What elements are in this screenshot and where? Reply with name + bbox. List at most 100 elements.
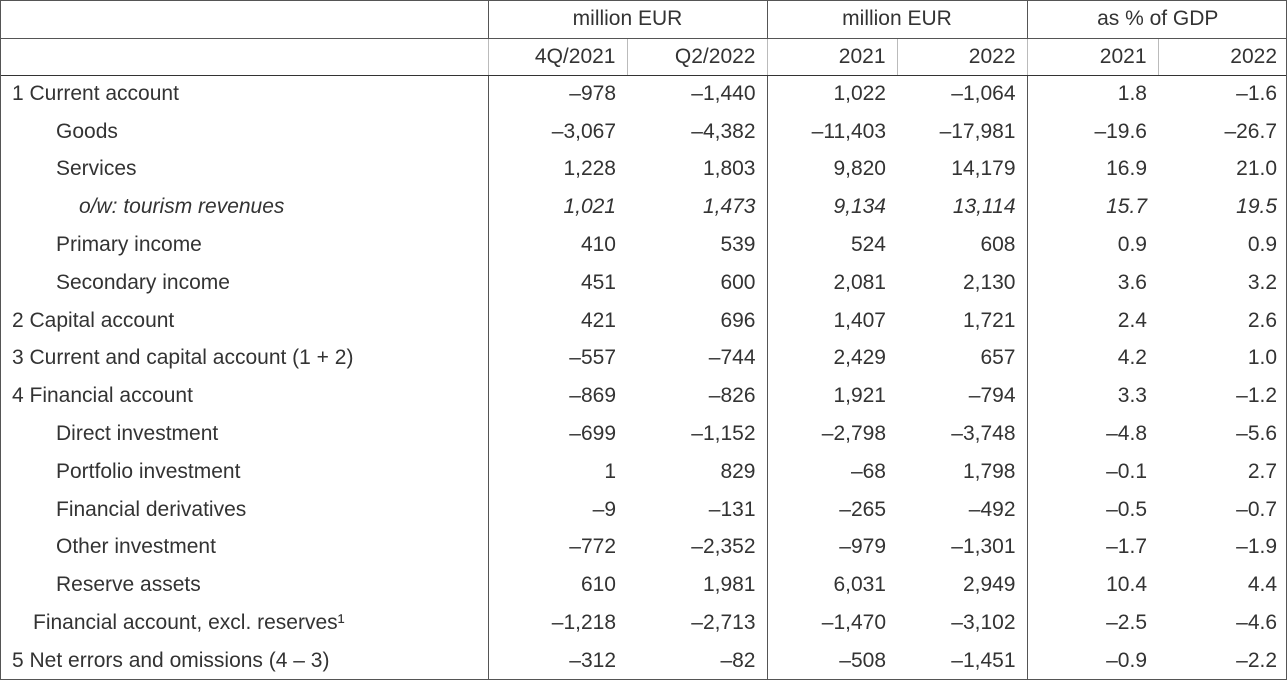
- row-label: Primary income: [56, 233, 202, 257]
- cell-value: –869: [487, 377, 627, 416]
- row-label: Financial derivatives: [56, 497, 247, 521]
- cell-value: 608: [980, 233, 1016, 257]
- cell-value: 410: [487, 226, 627, 264]
- cell-value: 539: [720, 233, 756, 257]
- cell-value: –699: [487, 415, 627, 453]
- table-row: 5 Net errors and omissions (4 – 3) –312 –8…: [1, 641, 1286, 679]
- group-header: as % of GDP: [1026, 1, 1286, 38]
- cell-value: 1,407: [766, 301, 897, 340]
- cell-value: 3.6: [1026, 263, 1158, 302]
- cell-value: –0.9: [1026, 641, 1158, 679]
- cell-value: 4.2: [1026, 339, 1158, 378]
- cell-value: 600: [720, 270, 756, 294]
- cell-value: 1,228: [487, 150, 627, 189]
- period-header: 4Q/2021: [487, 37, 627, 76]
- row-label: Other investment: [56, 535, 216, 559]
- table-row: 2 Capital account 421 696 1,407 1,721 2.4 2.6: [1, 301, 1286, 340]
- cell-value: –4.6: [1236, 611, 1278, 635]
- cell-value: –2,713: [691, 611, 756, 635]
- cell-value: –2.2: [1236, 648, 1278, 672]
- cell-value: 0.9: [1026, 226, 1158, 264]
- cell-value: –492: [968, 497, 1016, 521]
- cell-value: –1,218: [487, 604, 627, 642]
- cell-value: –1,064: [951, 82, 1016, 106]
- cell-value: –19.6: [1026, 112, 1158, 151]
- cell-value: 1.0: [1247, 346, 1278, 370]
- table-row: Primary income 410 539 524 608 0.9 0.9: [1, 226, 1286, 264]
- cell-value: –9: [487, 490, 627, 529]
- cell-value: –826: [708, 384, 756, 408]
- cell-value: 2.7: [1247, 459, 1278, 483]
- cell-value: 21.0: [1236, 157, 1278, 181]
- cell-value: –0.7: [1236, 497, 1278, 521]
- cell-value: 3.2: [1247, 270, 1278, 294]
- cell-value: 9,134: [766, 188, 897, 227]
- cell-value: –4.8: [1026, 415, 1158, 453]
- cell-value: –2.5: [1026, 604, 1158, 642]
- cell-value: –1,301: [951, 535, 1016, 559]
- row-label: Services: [56, 157, 137, 181]
- row-label: Portfolio investment: [56, 459, 241, 483]
- table-row: Other investment –772 –2,352 –979 –1,301 –1.7…: [1, 528, 1286, 567]
- cell-value: –744: [708, 346, 756, 370]
- cell-value: –772: [487, 528, 627, 567]
- table-row: 4 Financial account –869 –826 1,921 –794 3.3 –…: [1, 377, 1286, 416]
- cell-value: 1,981: [702, 573, 756, 597]
- corner: [1, 1, 488, 38]
- cell-value: 2.6: [1247, 308, 1278, 332]
- row-label: 2 Capital account: [12, 308, 175, 332]
- cell-value: 829: [720, 459, 756, 483]
- table-row: Portfolio investment 1 829 –68 1,798 –0.1 2.7: [1, 452, 1286, 491]
- cell-value: –1,470: [766, 604, 897, 642]
- cell-value: 9,820: [766, 150, 897, 189]
- cell-value: –26.7: [1224, 119, 1278, 143]
- corner: [1, 37, 488, 76]
- cell-value: 657: [980, 346, 1016, 370]
- row-label: 1 Current account: [12, 82, 179, 106]
- cell-value: 696: [720, 308, 756, 332]
- table-row: Financial derivatives –9 –131 –265 –492 –0.5 –…: [1, 490, 1286, 529]
- period-header: 2021: [1026, 37, 1158, 76]
- cell-value: –1.7: [1026, 528, 1158, 567]
- cell-value: 2,429: [766, 339, 897, 378]
- cell-value: –1.9: [1236, 535, 1278, 559]
- cell-value: 1,921: [766, 377, 897, 416]
- row-label: o/w: tourism revenues: [79, 195, 285, 219]
- row-label: Financial account, excl. reserves¹: [33, 611, 345, 635]
- cell-value: 524: [766, 226, 897, 264]
- cell-value: –82: [720, 648, 756, 672]
- cell-value: 451: [487, 263, 627, 302]
- cell-value: –17,981: [939, 119, 1016, 143]
- cell-value: –2,352: [691, 535, 756, 559]
- group-header: million EUR: [487, 1, 767, 38]
- cell-value: –5.6: [1236, 422, 1278, 446]
- cell-value: 421: [487, 301, 627, 340]
- cell-value: –3,748: [951, 422, 1016, 446]
- table-row: Secondary income 451 600 2,081 2,130 3.6 3.2: [1, 263, 1286, 302]
- cell-value: –265: [766, 490, 897, 529]
- cell-value: –1.2: [1236, 384, 1278, 408]
- row-label: 3 Current and capital account (1 + 2): [12, 346, 354, 370]
- cell-value: –0.1: [1026, 452, 1158, 491]
- cell-value: 6,031: [766, 566, 897, 605]
- row-label: Secondary income: [56, 270, 230, 294]
- cell-value: 2,949: [962, 573, 1016, 597]
- cell-value: –1,440: [691, 82, 756, 106]
- period-header: 2022: [896, 37, 1027, 76]
- cell-value: 2,081: [766, 263, 897, 302]
- table-row: Goods –3,067 –4,382 –11,403 –17,981 –19.6 –26.…: [1, 112, 1286, 151]
- row-label: Reserve assets: [56, 573, 201, 597]
- table-row: 1 Current account –978 –1,440 1,022 –1,064 1.…: [1, 75, 1286, 113]
- row-label: 4 Financial account: [12, 384, 193, 408]
- cell-value: 13,114: [952, 195, 1016, 219]
- cell-value: 4.4: [1247, 573, 1278, 597]
- cell-value: –312: [487, 641, 627, 679]
- cell-value: 1,021: [487, 188, 627, 227]
- table-row: o/w: tourism revenues 1,021 1,473 9,134 13,1…: [1, 188, 1286, 227]
- cell-value: –794: [968, 384, 1016, 408]
- group-header: million EUR: [766, 1, 1027, 38]
- cell-value: 1.8: [1026, 75, 1158, 113]
- period-header: 2021: [766, 37, 897, 76]
